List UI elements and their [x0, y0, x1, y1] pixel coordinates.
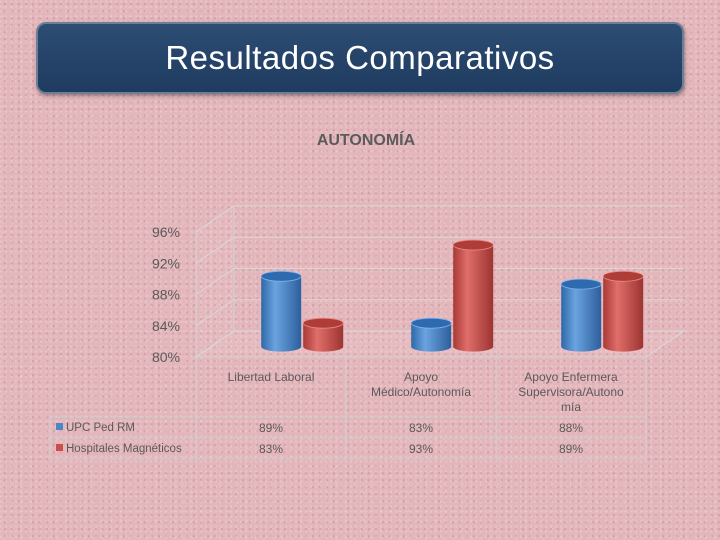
y-tick-label: 92% [152, 255, 180, 271]
bar-top [602, 270, 644, 282]
y-tick-label: 84% [152, 318, 180, 334]
data-label: 83% [259, 442, 283, 456]
gridline [195, 268, 684, 295]
slide-title-bar: Resultados Comparativos [36, 22, 684, 94]
data-label: 88% [559, 421, 583, 435]
legend-label: UPC Ped RM [66, 422, 135, 434]
data-label: 93% [409, 442, 433, 456]
bar-upc-ped-rm [561, 284, 602, 352]
gridline [195, 205, 684, 233]
bar-hospitales-magneticos [603, 276, 644, 352]
category-label: Apoyo [404, 370, 438, 384]
data-label: 89% [559, 442, 583, 456]
chart-title: AUTONOMÍA [317, 130, 416, 149]
bar-top [260, 270, 302, 282]
bar-top [302, 317, 344, 329]
category-label: Libertad Laboral [228, 370, 315, 384]
bar-top [452, 239, 494, 251]
legend-swatch [56, 423, 63, 430]
bar-top [560, 278, 602, 290]
legend-label: Hospitales Magnéticos [66, 443, 182, 455]
y-tick-label: 96% [152, 224, 180, 240]
data-label: 89% [259, 421, 283, 435]
y-tick-label: 88% [152, 287, 180, 303]
gridline [195, 236, 684, 264]
legend-swatch [56, 444, 63, 451]
bar-upc-ped-rm [261, 276, 302, 352]
data-label: 83% [409, 421, 433, 435]
bar-hospitales-magneticos [303, 323, 344, 352]
gridline [195, 330, 684, 358]
slide-title: Resultados Comparativos [165, 39, 555, 76]
y-tick-label: 80% [152, 349, 180, 365]
category-label: Apoyo Enfermera [524, 370, 618, 384]
bar-hospitales-magneticos [453, 245, 494, 352]
gridline [195, 299, 684, 327]
category-label: mía [561, 400, 581, 414]
category-label: Supervisora/Autono [518, 385, 624, 399]
bar-upc-ped-rm [411, 323, 452, 352]
bar-top [410, 317, 452, 329]
category-label: Médico/Autonomía [371, 385, 471, 399]
